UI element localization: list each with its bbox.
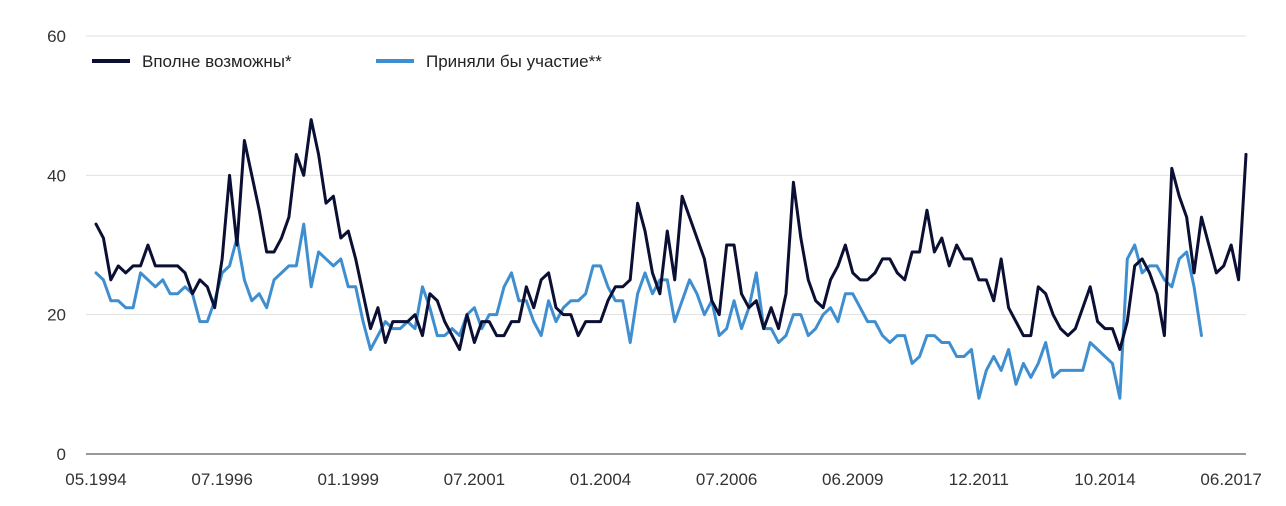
x-tick-label: 12.2011 (949, 470, 1009, 489)
legend-label: Приняли бы участие** (426, 52, 602, 71)
x-tick-label: 01.1999 (318, 470, 379, 489)
x-tick-label: 01.2004 (570, 470, 631, 489)
series-lines (94, 118, 1248, 400)
x-axis-ticks: 05.1994 07.1996 01.1999 07.2001 01.2004 07.20… (65, 470, 1262, 489)
y-tick-label: 20 (47, 306, 66, 325)
y-tick-label: 0 (57, 445, 66, 464)
y-axis-ticks: 0 20 40 60 (47, 27, 66, 464)
legend: Вполне возможны* Приняли бы участие** (92, 52, 602, 71)
x-tick-label: 06.2017 (1200, 470, 1261, 489)
gridlines (86, 35, 1246, 316)
legend-label: Вполне возможны* (142, 52, 292, 71)
x-tick-label: 07.2001 (444, 470, 505, 489)
y-tick-label: 40 (47, 166, 66, 185)
series-line-1 (94, 118, 1248, 351)
series-line-2 (94, 222, 1203, 400)
y-tick-label: 60 (47, 27, 66, 46)
x-tick-label: 10.2014 (1074, 470, 1135, 489)
x-tick-label: 07.1996 (191, 470, 252, 489)
x-tick-label: 07.2006 (696, 470, 757, 489)
x-tick-label: 06.2009 (822, 470, 883, 489)
x-tick-label: 05.1994 (65, 470, 126, 489)
